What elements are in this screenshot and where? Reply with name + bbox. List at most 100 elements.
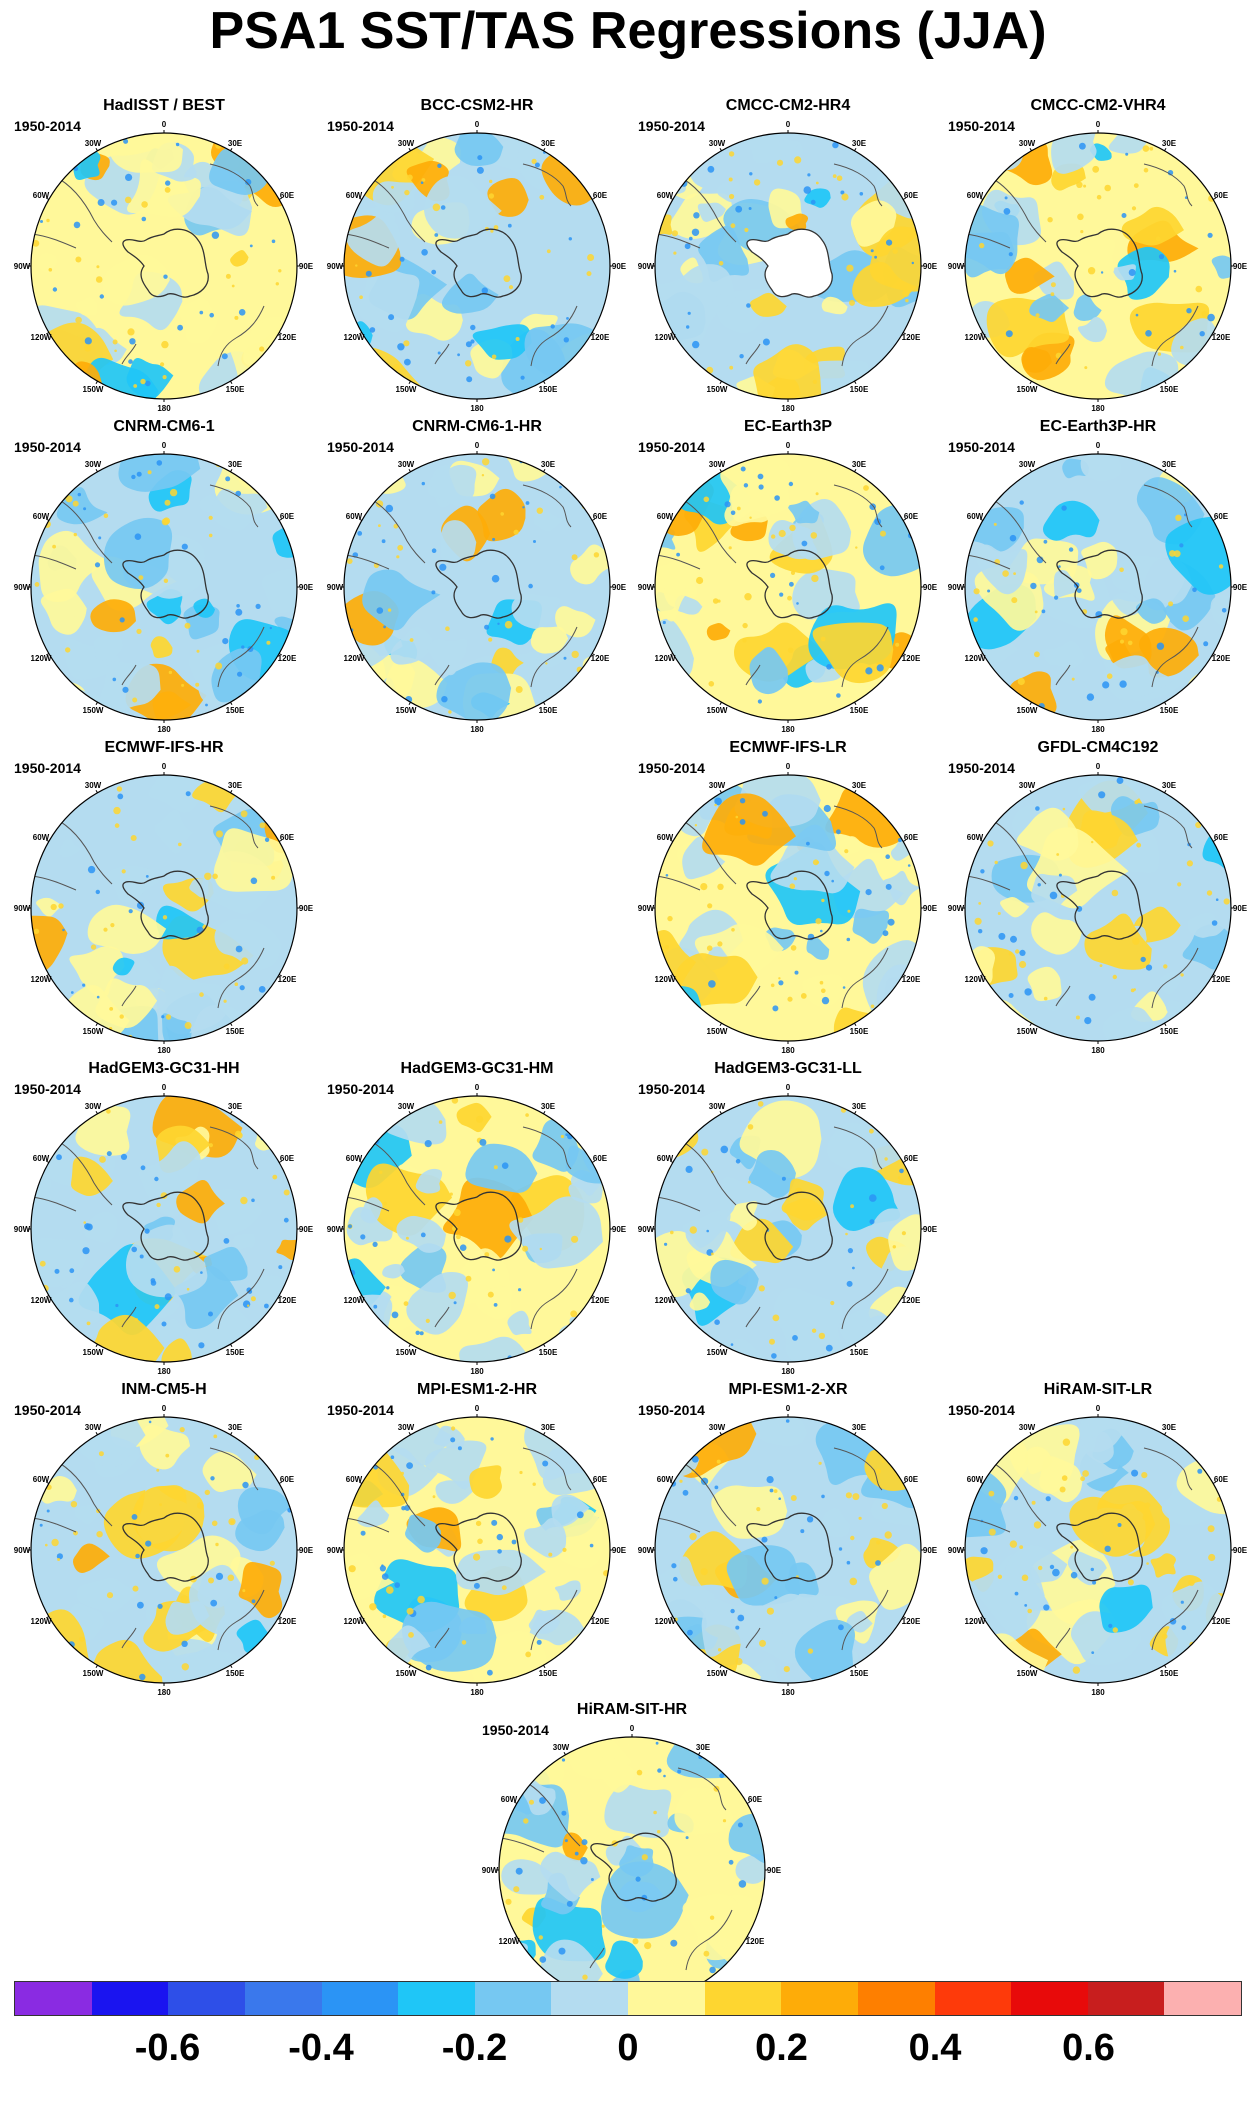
longitude-label: 150E: [226, 1669, 245, 1678]
longitude-label: 60W: [967, 1475, 984, 1484]
longitude-label: 30W: [709, 139, 726, 148]
longitude-label: 90E: [1233, 583, 1248, 592]
figure-title: PSA1 SST/TAS Regressions (JJA): [209, 2, 1047, 60]
longitude-label: 60W: [657, 1154, 674, 1163]
panel-title: CMCC-CM2-HR4: [725, 97, 851, 114]
longitude-label: 180: [1091, 1688, 1105, 1695]
longitude-label: 60W: [33, 833, 50, 842]
longitude-label: 30E: [852, 1102, 867, 1111]
longitude-label: 120W: [965, 975, 986, 984]
longitude-label: 120E: [278, 1296, 297, 1305]
colorbar-box: [244, 1982, 322, 2015]
longitude-label: 0: [786, 762, 791, 771]
panel-title: GFDL-CM4C192: [1037, 739, 1159, 756]
panel-title: EC-Earth3P: [743, 418, 833, 435]
longitude-label: 30E: [541, 1102, 556, 1111]
longitude-label: 30W: [85, 1423, 102, 1432]
longitude-label: 30W: [85, 781, 102, 790]
longitude-label: 120W: [655, 1296, 676, 1305]
map-panel-cmcc-cm2-vhr4: CMCC-CM2-VHR4 0 30E 60E 90E 120E 150E 180 150W 12…: [948, 96, 1248, 411]
longitude-label: 90W: [327, 583, 344, 592]
panel-title: MPI-ESM1-2-XR: [728, 1381, 848, 1398]
panel-period: 1950-2014: [14, 439, 81, 455]
panel-period: 1950-2014: [327, 118, 394, 134]
map-panel-bcc-csm2-hr: BCC-CSM2-HR 0 30E 60E 90E 120E 150E 180 150W 120W…: [327, 96, 627, 411]
colorbar-box: [1087, 1982, 1165, 2015]
longitude-label: 90W: [948, 1546, 965, 1555]
longitude-label: 30E: [852, 781, 867, 790]
panel-period: 1950-2014: [948, 118, 1015, 134]
longitude-label: 150E: [850, 1669, 869, 1678]
longitude-label: 150E: [539, 1348, 558, 1357]
longitude-label: 60E: [593, 1475, 608, 1484]
panel-period: 1950-2014: [482, 1722, 549, 1738]
longitude-label: 60E: [904, 512, 919, 521]
longitude-label: 30W: [398, 1423, 415, 1432]
longitude-label: 60E: [904, 1154, 919, 1163]
longitude-label: 180: [470, 404, 484, 411]
longitude-label: 30E: [696, 1743, 711, 1752]
map-panel-ec-earth3p-hr: EC-Earth3P-HR 0 30E 60E 90E 120E 150E 180 150W 12…: [948, 417, 1248, 732]
panel-title: MPI-ESM1-2-HR: [416, 1381, 537, 1398]
longitude-label: 60W: [33, 1154, 50, 1163]
colorbar-box: [398, 1982, 475, 2015]
longitude-label: 90W: [14, 583, 31, 592]
longitude-label: 90W: [638, 1546, 655, 1555]
colorbar-box: [321, 1982, 399, 2015]
longitude-label: 60W: [967, 512, 984, 521]
longitude-label: 120E: [278, 1617, 297, 1626]
longitude-label: 150W: [83, 1669, 104, 1678]
longitude-label: 30W: [709, 1423, 726, 1432]
colorbar-box: [1011, 1982, 1088, 2015]
longitude-label: 150W: [83, 1027, 104, 1036]
longitude-label: 120W: [31, 975, 52, 984]
colorbar-box: [857, 1982, 935, 2015]
longitude-label: 0: [786, 1404, 791, 1413]
longitude-label: 90W: [14, 1225, 31, 1234]
colorbar-box: [551, 1982, 628, 2015]
longitude-label: 60E: [904, 833, 919, 842]
longitude-label: 150W: [83, 385, 104, 394]
longitude-label: 150W: [83, 1348, 104, 1357]
polar-map: 0 30E 60E 90E 120E 150E 180 150W 120W 90W 60W 30W: [948, 762, 1248, 1053]
longitude-label: 0: [162, 441, 167, 450]
longitude-label: 60E: [280, 1154, 295, 1163]
longitude-label: 180: [1091, 1046, 1105, 1053]
longitude-label: 90E: [612, 1546, 627, 1555]
longitude-label: 30E: [541, 460, 556, 469]
panel-title: HiRAM-SIT-HR: [576, 1701, 688, 1718]
longitude-label: 180: [781, 1367, 795, 1374]
longitude-label: 60W: [33, 191, 50, 200]
longitude-label: 0: [1096, 1404, 1101, 1413]
longitude-label: 90E: [612, 583, 627, 592]
map-panel-ecmwf-ifs-hr: ECMWF-IFS-HR 0 30E 60E 90E 120E 150E 180 150W 120…: [14, 738, 314, 1053]
longitude-label: 60E: [593, 191, 608, 200]
longitude-label: 150W: [396, 706, 417, 715]
longitude-label: 90E: [299, 904, 314, 913]
longitude-label: 120E: [591, 333, 610, 342]
longitude-label: 30E: [228, 460, 243, 469]
longitude-label: 60E: [280, 833, 295, 842]
polar-map: 0 30E 60E 90E 120E 150E 180 150W 120W 90W 60W 30W: [948, 441, 1248, 732]
panel-period: 1950-2014: [14, 1402, 81, 1418]
longitude-label: 0: [162, 1083, 167, 1092]
longitude-label: 90W: [638, 262, 655, 271]
longitude-label: 120E: [591, 1296, 610, 1305]
longitude-label: 30W: [85, 1102, 102, 1111]
longitude-label: 60W: [33, 512, 50, 521]
longitude-label: 90E: [1233, 1546, 1248, 1555]
colorbar-box: [474, 1982, 552, 2015]
longitude-label: 90W: [14, 1546, 31, 1555]
panel-period: 1950-2014: [14, 1081, 81, 1097]
longitude-label: 30E: [228, 1423, 243, 1432]
longitude-label: 30W: [85, 139, 102, 148]
longitude-label: 150W: [707, 1348, 728, 1357]
polar-map: 0 30E 60E 90E 120E 150E 180 150W 120W 90W 60W 30W: [327, 1083, 627, 1374]
longitude-label: 30W: [1019, 460, 1036, 469]
longitude-label: 30W: [398, 1102, 415, 1111]
longitude-label: 150E: [1160, 1027, 1179, 1036]
longitude-label: 60W: [657, 1475, 674, 1484]
longitude-label: 60E: [1214, 512, 1229, 521]
longitude-label: 30E: [852, 139, 867, 148]
panel-period: 1950-2014: [948, 760, 1015, 776]
